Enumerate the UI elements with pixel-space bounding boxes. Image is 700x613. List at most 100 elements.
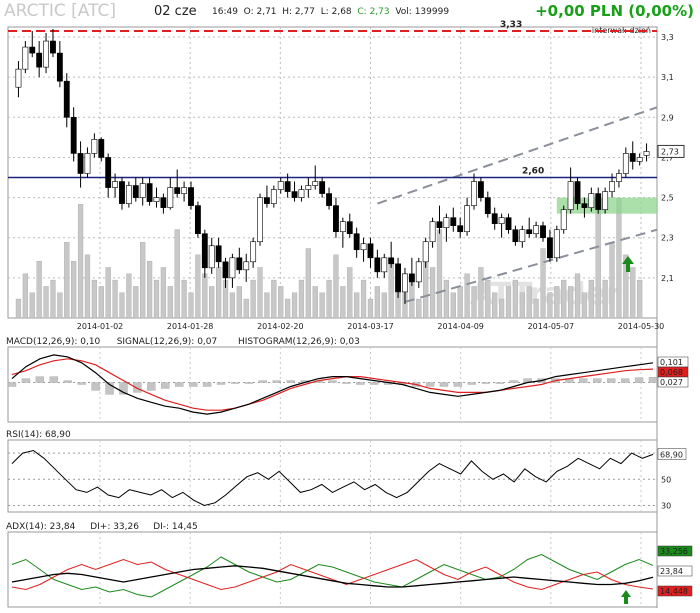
candle-body bbox=[36, 52, 43, 68]
volume-bar bbox=[84, 254, 91, 319]
histogram-bar bbox=[509, 380, 518, 383]
candle-body bbox=[629, 153, 636, 162]
candle-body bbox=[291, 191, 298, 198]
adx-value-box bbox=[657, 585, 693, 597]
macd-legend: HISTOGRAM(12,26,9): 0,03 bbox=[238, 337, 360, 347]
volume-bar bbox=[526, 286, 532, 319]
volume-bar bbox=[554, 286, 560, 319]
candle-body bbox=[22, 46, 29, 70]
candle-body bbox=[222, 261, 229, 279]
volume-bar bbox=[609, 242, 615, 319]
candle-body bbox=[326, 193, 332, 206]
volume-bar bbox=[229, 292, 236, 319]
histogram-bar bbox=[21, 378, 31, 383]
histogram-bar bbox=[91, 382, 100, 391]
adx-legend: DI-: 14,45 bbox=[153, 522, 198, 532]
candle-body bbox=[215, 245, 222, 263]
histogram-bar bbox=[133, 382, 142, 393]
candle-body bbox=[50, 40, 56, 54]
volume-bar bbox=[561, 279, 567, 319]
quote-time: 16:49 bbox=[212, 7, 238, 17]
candle-body bbox=[616, 173, 622, 182]
volume-bar bbox=[512, 279, 519, 319]
candle-body bbox=[319, 181, 326, 194]
volume-bar bbox=[153, 279, 160, 319]
histogram-bar bbox=[77, 382, 86, 385]
candle-body bbox=[77, 153, 84, 174]
candle-body bbox=[91, 139, 98, 154]
histogram-bar bbox=[35, 376, 45, 383]
histogram-bar bbox=[425, 382, 435, 387]
candle-body bbox=[422, 241, 429, 263]
volume-bar bbox=[105, 267, 111, 319]
volume-bar bbox=[478, 267, 484, 319]
candle-body bbox=[105, 157, 112, 188]
volume-bar bbox=[271, 279, 277, 319]
histogram-bar bbox=[161, 382, 170, 389]
volume-bar bbox=[374, 286, 380, 319]
macd-value-label: 0,027 bbox=[660, 378, 683, 387]
candle-body bbox=[98, 139, 105, 158]
volume-bar bbox=[305, 248, 311, 319]
volume-bar bbox=[209, 286, 215, 319]
macd-value-label: 0,101 bbox=[660, 358, 683, 367]
macd-value-box bbox=[657, 376, 689, 388]
candle-body bbox=[636, 157, 643, 162]
channel-upper-line bbox=[377, 106, 658, 205]
adx-line bbox=[11, 565, 654, 588]
candle-body bbox=[546, 237, 553, 259]
rsi-panel-frame bbox=[7, 439, 658, 513]
candle-body bbox=[484, 197, 491, 214]
histogram-bar bbox=[258, 380, 268, 383]
volume-bar bbox=[485, 279, 491, 319]
adx-value-box bbox=[657, 565, 693, 577]
candle-body bbox=[243, 261, 250, 271]
rsi-value-label: 68,90 bbox=[660, 451, 683, 460]
candle-body bbox=[533, 225, 540, 235]
candle-body bbox=[540, 225, 546, 239]
resistance-label: 3,33 bbox=[500, 20, 522, 30]
volume-bar bbox=[36, 260, 42, 319]
volume-bar bbox=[257, 267, 263, 319]
volume-bar bbox=[167, 286, 173, 319]
volume-bar bbox=[112, 279, 118, 319]
volume-bar bbox=[623, 254, 629, 319]
adx-value-label: 23,84 bbox=[660, 567, 683, 576]
candle-body bbox=[29, 46, 36, 54]
volume-bar bbox=[181, 279, 187, 319]
macd-value-label: 0,068 bbox=[660, 368, 683, 377]
candle-body bbox=[346, 221, 353, 235]
date-tick-label: 2014-02-20 bbox=[257, 322, 304, 331]
adx-legend: ADX(14): 23,84 bbox=[6, 522, 76, 532]
candle-body bbox=[622, 153, 629, 174]
candle-body bbox=[298, 189, 305, 198]
date-tick-label: 2014-03-17 bbox=[347, 322, 394, 331]
volume-bar bbox=[64, 242, 70, 319]
candle-body bbox=[160, 197, 167, 208]
volume-bar bbox=[174, 229, 180, 319]
macd-legend: SIGNAL(12,26,9): 0,07 bbox=[117, 337, 218, 347]
volume-bar bbox=[133, 286, 139, 319]
candle-body bbox=[567, 181, 574, 210]
candle-body bbox=[457, 225, 464, 233]
candle-body bbox=[132, 185, 139, 198]
volume-bar bbox=[202, 273, 208, 319]
volume-bar bbox=[381, 292, 387, 319]
candle-body bbox=[119, 181, 125, 204]
candle-body bbox=[402, 273, 408, 293]
volume-bar bbox=[215, 267, 222, 319]
volume-bar bbox=[388, 260, 394, 319]
volume-bar bbox=[540, 248, 546, 319]
date-tick-label: 2014-05-30 bbox=[618, 322, 665, 331]
candle-body bbox=[181, 187, 188, 194]
volume-bar bbox=[326, 279, 332, 319]
last-price-label: 2,73 bbox=[661, 147, 679, 156]
rsi-legend: RSI(14): 68,90 bbox=[6, 430, 71, 440]
candle-body bbox=[395, 263, 401, 293]
up-arrow-icon bbox=[622, 256, 634, 272]
quote-volume: Vol: 139999 bbox=[395, 7, 450, 17]
volume-bar bbox=[505, 286, 512, 319]
di-plus-line bbox=[11, 553, 654, 598]
volume-bar bbox=[91, 279, 97, 319]
